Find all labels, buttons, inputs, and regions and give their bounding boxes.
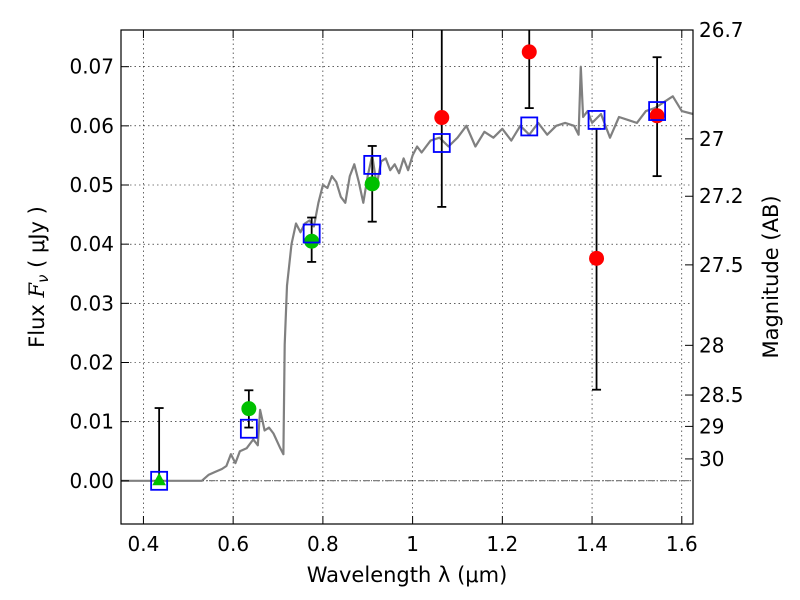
y-tick-label: 0.02 — [69, 350, 114, 374]
x-tick-label: 0.4 — [128, 532, 160, 556]
blue-square-model-point — [432, 133, 451, 153]
y-axis-label-suffix: ( μJy ) — [25, 206, 49, 274]
x-tick-label: 1.6 — [666, 532, 698, 556]
y2-tick-label: 28.5 — [699, 383, 744, 407]
x-axis-label: Wavelength λ (μm) — [307, 563, 508, 587]
error-bars-group — [154, 30, 662, 482]
red-circle-point — [649, 108, 665, 124]
y-tick-label: 0.03 — [69, 291, 114, 315]
y-tick-label: 0.07 — [69, 55, 114, 79]
blue-square-model-point — [239, 418, 258, 439]
model-spectrum-group — [121, 65, 694, 482]
plot-frame — [120, 29, 694, 525]
blue-square-model-point — [363, 154, 382, 175]
y2-tick-label: 27 — [699, 127, 724, 151]
grid-lines — [121, 30, 693, 524]
blue-square-model-point — [150, 470, 169, 491]
y-axis-label-subscript: ν — [34, 275, 52, 283]
y2-tick-label: 30 — [699, 447, 724, 471]
y-tick-label: 0.01 — [69, 410, 114, 434]
y-tick-label: 0.06 — [69, 114, 114, 138]
y2-tick-label: 29 — [699, 414, 724, 438]
y2-tick-label: 27.2 — [699, 184, 744, 208]
data-points-group — [150, 44, 667, 491]
x-tick-label: 0.8 — [307, 532, 339, 556]
y-axis-label: Flux Fν ( μJy ) — [25, 206, 52, 348]
blue-square-model-point — [520, 116, 539, 137]
x-tick-label: 1.4 — [576, 532, 608, 556]
y-axis-label-symbol: F — [25, 282, 49, 299]
red-circle-point — [434, 110, 450, 126]
model-spectrum-line — [121, 65, 694, 482]
green-triangle-point — [152, 472, 166, 486]
y2-tick-label: 28 — [699, 333, 724, 357]
y-axis-label-prefix: Flux — [25, 298, 49, 348]
y-tick-label: 0.00 — [69, 469, 114, 493]
red-circle-point — [521, 44, 537, 60]
green-circle-point — [304, 233, 320, 249]
y2-tick-label: 27.5 — [699, 253, 744, 277]
y-tick-label: 0.04 — [69, 232, 114, 256]
x-tick-label: 1.2 — [486, 532, 518, 556]
y2-axis-label: Magnitude (AB) — [759, 195, 783, 358]
y-tick-label: 0.05 — [69, 173, 114, 197]
x-tick-label: 0.6 — [217, 532, 249, 556]
blue-square-model-point — [302, 223, 321, 244]
green-circle-point — [241, 401, 257, 417]
x-tick-label: 1 — [406, 532, 419, 556]
axis-ticks-group: 0.4 0.6 0.8 1 1.2 1.4 1.6 0.00 0.01 0.02 0.03 0.04 0… — [69, 18, 743, 556]
blue-square-model-point — [648, 101, 667, 121]
y2-tick-label: 26.7 — [699, 18, 744, 42]
red-circle-point — [589, 250, 605, 266]
blue-square-model-point — [587, 110, 606, 130]
green-circle-point — [364, 176, 380, 192]
